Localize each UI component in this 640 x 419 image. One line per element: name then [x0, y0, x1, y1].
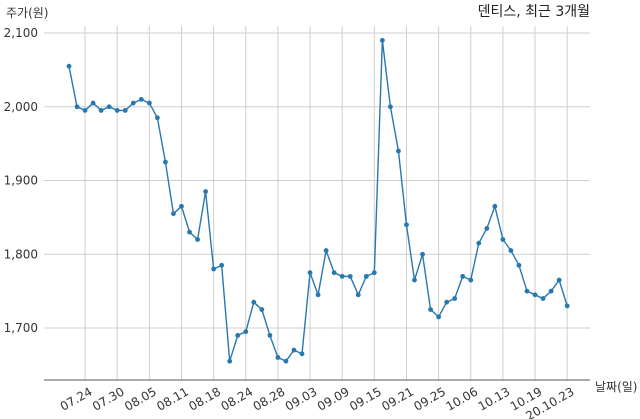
y-tick-label: 1,700: [4, 321, 38, 335]
data-point: [219, 262, 225, 268]
x-tick-label: 07.24: [58, 384, 95, 413]
data-point: [138, 96, 144, 102]
y-tick-label: 1,800: [4, 247, 38, 261]
x-tick-label: 09.25: [411, 384, 448, 413]
data-point: [468, 277, 474, 283]
data-point: [179, 203, 184, 209]
data-point: [524, 288, 530, 294]
data-point: [564, 303, 570, 309]
x-tick-label: 09.15: [347, 384, 384, 413]
data-point: [500, 237, 506, 242]
x-tick-label: 08.28: [251, 384, 288, 413]
data-point: [388, 104, 393, 110]
data-point: [251, 299, 257, 305]
data-point: [420, 251, 425, 257]
y-tick-label: 2,000: [4, 100, 38, 114]
x-grid: [84, 26, 568, 380]
data-point: [211, 266, 217, 272]
data-point: [66, 63, 72, 69]
data-point: [460, 273, 466, 279]
series-line: [68, 40, 568, 363]
data-point: [540, 296, 546, 301]
y-axis-title: 주가(원): [6, 6, 48, 20]
data-point: [484, 226, 490, 231]
data-point: [259, 307, 265, 312]
data-point: [283, 358, 289, 364]
data-point: [315, 292, 321, 298]
x-tick-label: 10.13: [476, 384, 513, 413]
data-point: [444, 299, 450, 305]
data-point: [82, 108, 88, 113]
data-point: [436, 314, 442, 320]
data-point: [476, 240, 482, 246]
x-axis-ticks: 07.2407.3008.0508.1108.1808.2408.2809.03…: [58, 384, 577, 419]
x-axis-title: 날짜(일): [595, 380, 637, 394]
series-points: [66, 37, 570, 364]
data-point: [339, 273, 345, 279]
y-axis-ticks: 1,700 1,800 1,900 2,000 2,100: [4, 26, 38, 335]
y-grid: [44, 32, 590, 329]
x-tick-label: 08.18: [186, 384, 223, 413]
x-tick-label: 10.06: [443, 384, 480, 413]
data-point: [291, 347, 297, 353]
data-point: [412, 277, 417, 283]
x-tick-label: 07.30: [90, 384, 127, 413]
data-point: [331, 270, 337, 276]
data-point: [74, 104, 80, 110]
data-point: [396, 148, 401, 154]
chart-title: 덴티스, 최근 3개월: [478, 4, 590, 20]
data-point: [508, 248, 514, 253]
data-point: [363, 273, 369, 279]
data-point: [146, 100, 152, 106]
data-point: [452, 296, 458, 301]
data-point: [556, 277, 562, 283]
data-point: [106, 104, 112, 110]
data-point: [347, 273, 353, 279]
data-point: [203, 189, 208, 194]
data-point: [90, 100, 96, 106]
data-point: [379, 37, 385, 43]
data-point: [267, 332, 273, 338]
y-tick-label: 2,100: [4, 26, 38, 40]
y-tick-label: 1,900: [4, 174, 38, 188]
data-point: [355, 292, 361, 298]
data-point: [114, 108, 120, 113]
x-tick-label: 08.05: [122, 384, 159, 413]
data-point: [532, 292, 538, 298]
data-point: [548, 288, 554, 294]
data-point: [404, 222, 409, 228]
data-point: [299, 351, 305, 357]
data-point: [243, 329, 249, 335]
data-point: [98, 108, 104, 113]
data-point: [187, 229, 192, 235]
x-tick-label: 09.03: [283, 384, 320, 413]
x-tick-label: 08.24: [219, 384, 256, 413]
data-point: [492, 203, 498, 209]
data-point: [371, 270, 377, 276]
x-tick-label: 09.09: [315, 384, 352, 413]
data-point: [428, 307, 433, 312]
data-point: [275, 355, 281, 360]
data-point: [235, 332, 241, 338]
data-point: [154, 115, 160, 121]
x-tick-label: 08.11: [154, 384, 191, 413]
data-point: [307, 270, 313, 276]
data-point: [323, 248, 329, 253]
data-point: [171, 211, 176, 217]
data-point: [163, 159, 168, 165]
data-point: [227, 358, 233, 364]
data-point: [130, 100, 136, 106]
data-point: [122, 108, 128, 113]
data-point: [516, 262, 522, 268]
data-point: [195, 237, 200, 242]
x-tick-label: 09.21: [379, 384, 416, 413]
